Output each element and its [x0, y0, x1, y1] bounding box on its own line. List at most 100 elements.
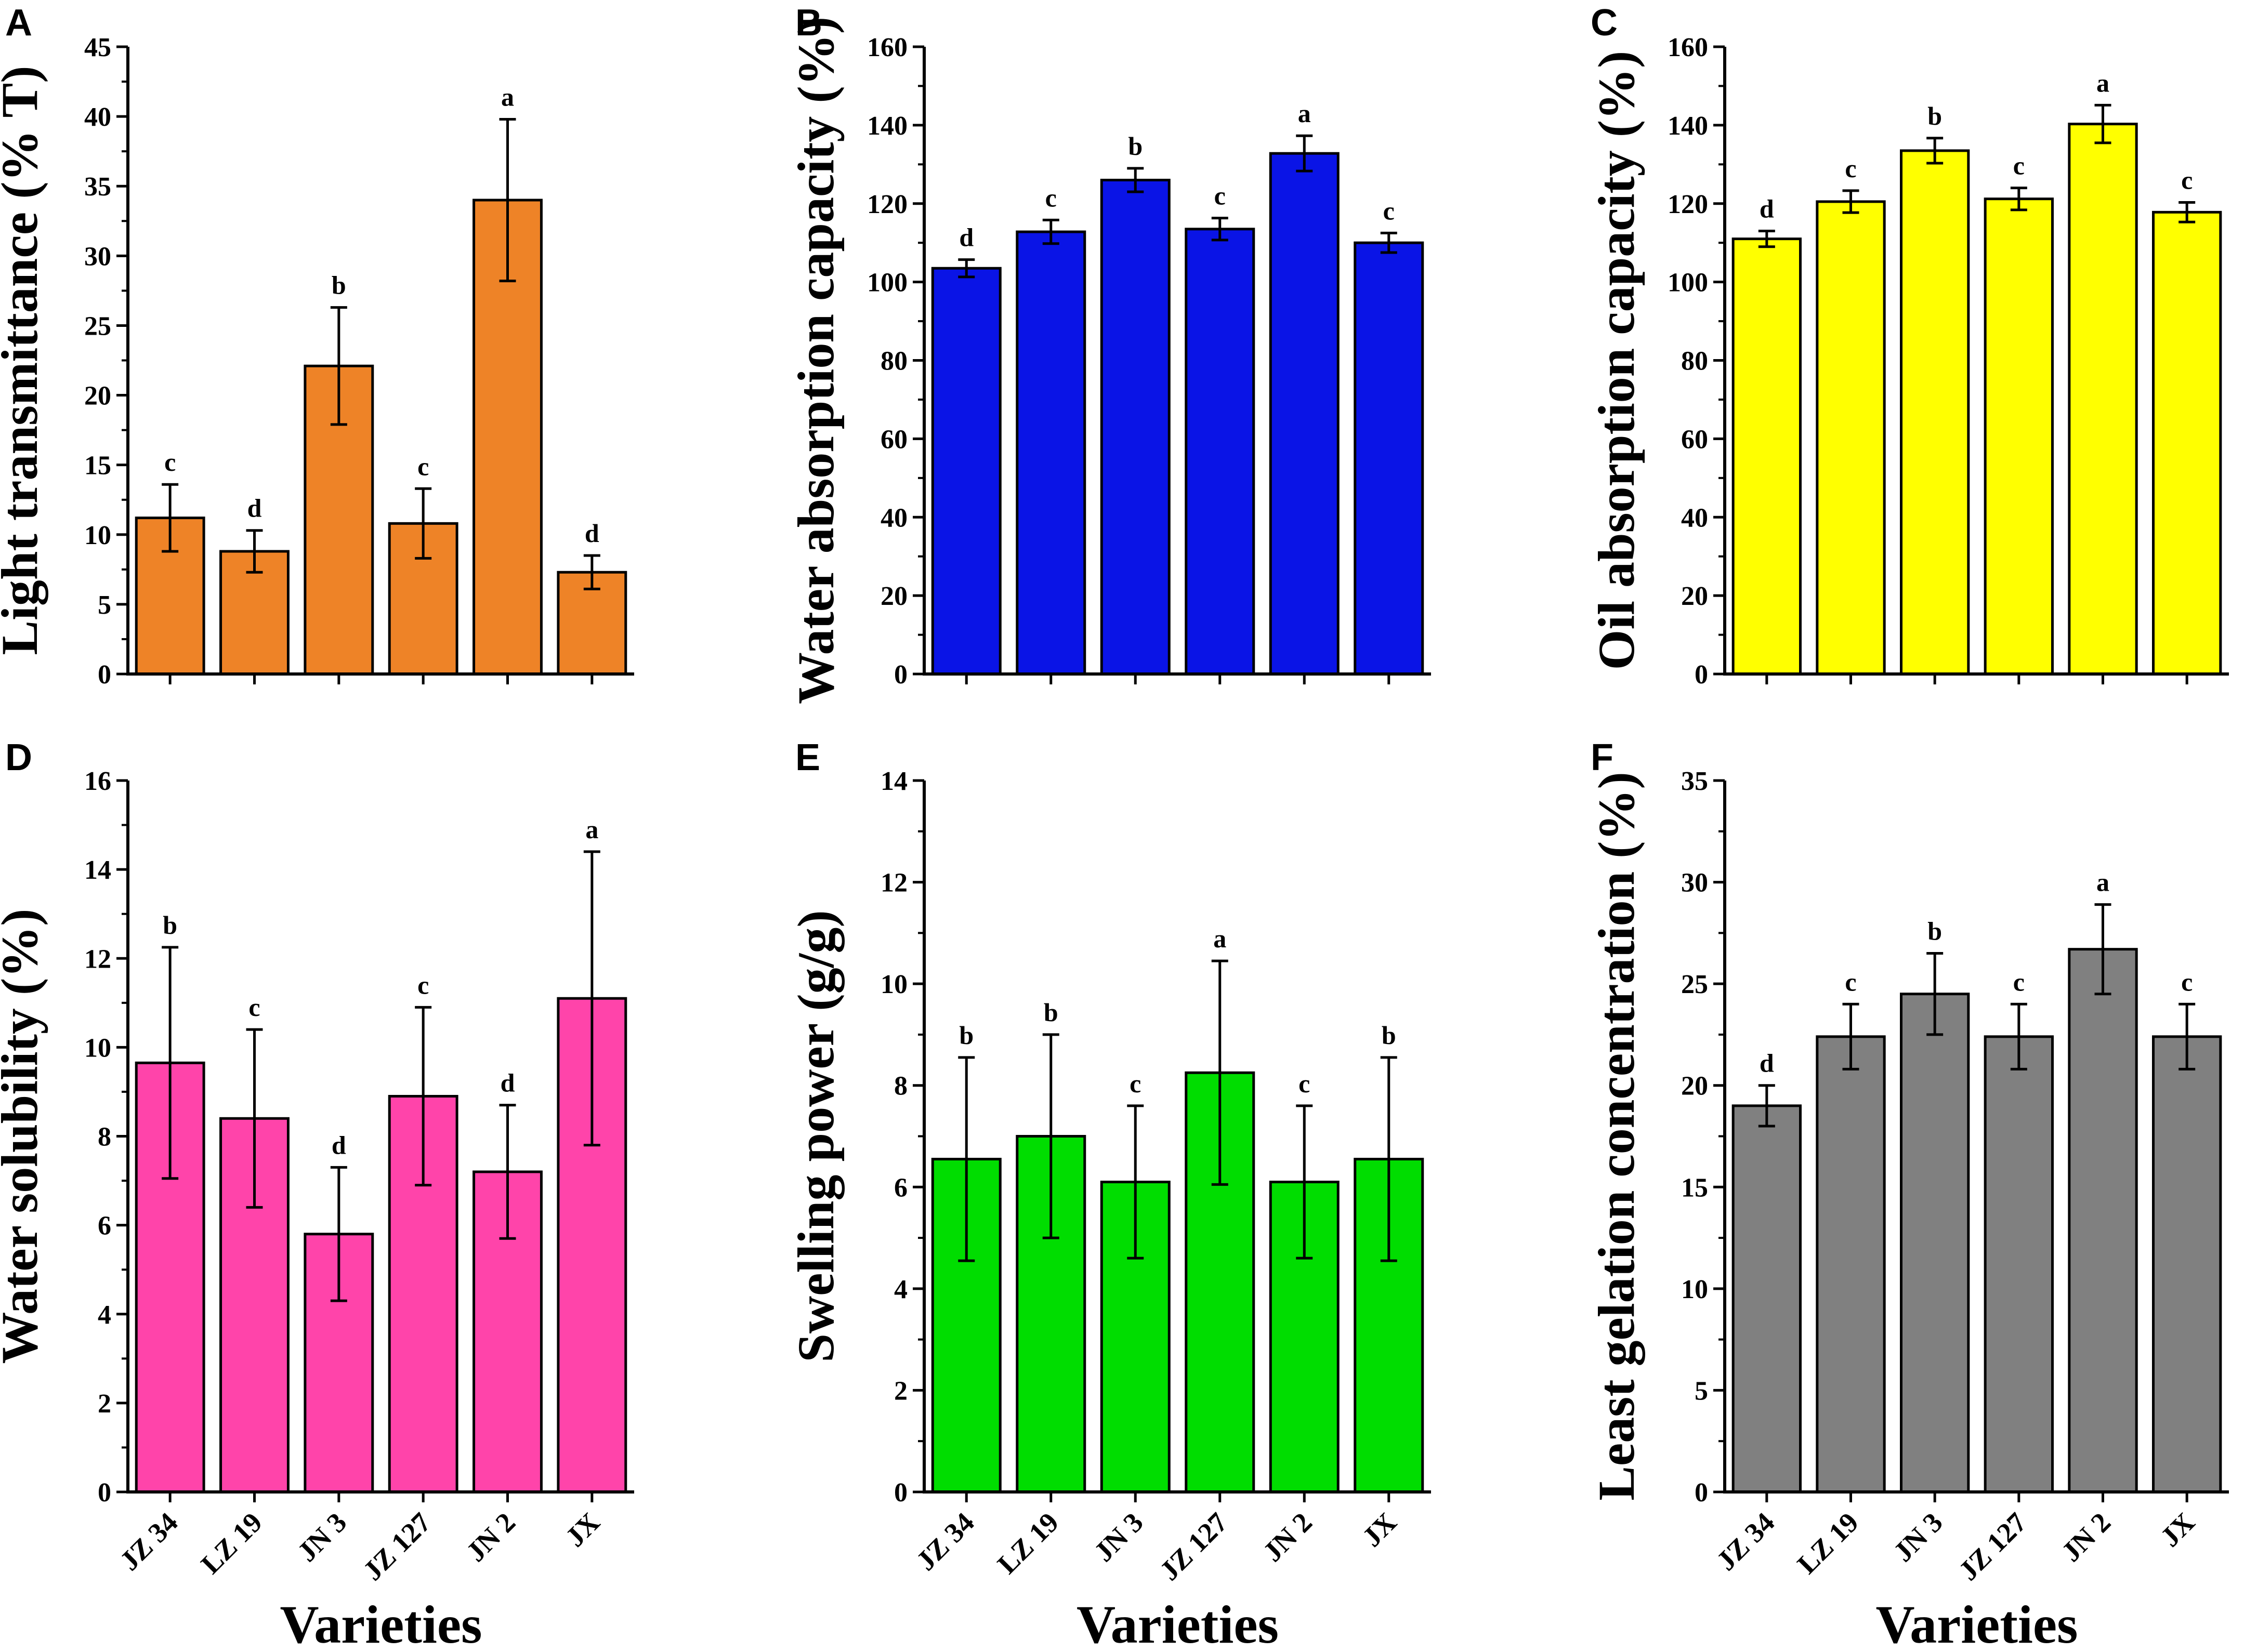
error-bar [958, 1056, 975, 1262]
significance-letter: d [1760, 194, 1774, 223]
significance-letter: c [1298, 1069, 1310, 1098]
error-bar [583, 850, 600, 1147]
y-tick-label: 60 [881, 425, 908, 454]
x-category-label: JZ 127 [1953, 1506, 2033, 1587]
error-bar [1926, 951, 1944, 1036]
y-tick-label: 2 [894, 1376, 908, 1406]
significance-letter: c [1383, 196, 1395, 225]
significance-letter: d [501, 1068, 515, 1098]
significance-letter: a [501, 82, 514, 111]
y-tick-label: 25 [1681, 970, 1708, 999]
bar-lz-19 [1016, 230, 1086, 676]
bar-jz-127 [388, 522, 458, 676]
panel-letter: E [795, 737, 820, 778]
bar-jx [2152, 210, 2222, 676]
y-tick-label: 8 [894, 1072, 908, 1101]
significance-letter: d [585, 519, 599, 548]
significance-letter: c [1845, 967, 1856, 996]
x-category-label: JZ 34 [910, 1506, 980, 1577]
y-tick-label: 80 [881, 347, 908, 376]
y-tick-label: 35 [84, 172, 111, 202]
panel-letter: A [5, 2, 32, 44]
error-bar [1926, 137, 1944, 165]
y-tick-label: 8 [98, 1122, 111, 1152]
x-category-label: LZ 19 [1791, 1506, 1865, 1580]
panel-e: Eb b c a c b 0 2 4 6 8 10 12 14 Swelling power (g/g) JZ… [787, 737, 1431, 1652]
x-category-label: JX [1356, 1506, 1402, 1553]
significance-letter: c [1214, 181, 1226, 210]
y-tick-label: 20 [84, 381, 111, 411]
bar-jz-34 [1731, 1104, 1802, 1494]
error-bar [1042, 218, 1059, 245]
significance-letter: d [959, 223, 974, 252]
error-bar [1380, 1056, 1397, 1262]
error-bar [1127, 167, 1144, 193]
y-tick-label: 20 [1681, 1072, 1708, 1101]
significance-letter: a [1298, 99, 1311, 128]
significance-letter: c [1130, 1069, 1141, 1098]
significance-letter: c [2013, 151, 2025, 180]
y-tick-label: 100 [1668, 268, 1708, 298]
significance-letter: b [332, 271, 346, 300]
y-tick-label: 0 [1695, 660, 1708, 690]
x-axis-label: Varieties [1876, 1595, 2078, 1652]
panel-b: Bd c b c a c 0 20 40 60 80 100 120 140 160 Water absorp… [787, 2, 1431, 704]
y-tick-label: 15 [84, 451, 111, 481]
error-bar [2010, 187, 2027, 212]
error-bar [330, 306, 347, 426]
y-tick-label: 10 [84, 521, 111, 550]
y-tick-label: 45 [84, 33, 111, 62]
significance-letter: c [1845, 154, 1856, 183]
bar-jz-34 [931, 267, 1002, 676]
bar-jz-34 [1731, 237, 1802, 676]
x-category-label: JZ 34 [114, 1506, 184, 1577]
bar-jn-2 [1269, 152, 1340, 676]
x-category-label: JN 3 [1088, 1506, 1149, 1568]
error-bar [2179, 1002, 2196, 1071]
significance-letter: b [1044, 998, 1058, 1027]
y-tick-label: 0 [894, 660, 908, 690]
y-tick-label: 14 [84, 855, 111, 885]
panel-a: Ac d b c a d 0 5 10 15 20 25 30 35 40 45 Light transmitt… [0, 2, 634, 690]
x-category-label: JZ 127 [1153, 1506, 1233, 1587]
y-tick-label: 140 [867, 111, 908, 141]
y-tick-label: 4 [894, 1275, 908, 1304]
error-bar [2094, 103, 2111, 144]
error-bar [415, 1006, 432, 1187]
x-category-label: LZ 19 [991, 1506, 1065, 1580]
y-tick-label: 120 [867, 190, 908, 219]
y-tick-label: 10 [881, 970, 908, 999]
y-tick-label: 20 [881, 581, 908, 611]
y-tick-label: 2 [98, 1389, 111, 1419]
y-tick-label: 40 [881, 503, 908, 533]
error-bar [1380, 231, 1397, 254]
y-tick-label: 10 [1681, 1275, 1708, 1304]
significance-letter: d [247, 494, 262, 523]
x-axis-label: Varieties [1077, 1595, 1279, 1652]
y-tick-label: 10 [84, 1033, 111, 1063]
x-category-label: JX [559, 1506, 606, 1553]
significance-letter: b [1927, 916, 1942, 945]
panel-f: Fd c b c a c 0 5 10 15 20 25 30 35 Least gelation conc… [1587, 737, 2229, 1652]
x-category-label: JN 3 [1887, 1506, 1949, 1568]
y-tick-label: 140 [1668, 111, 1708, 141]
x-category-label: JN 2 [1257, 1506, 1318, 1568]
bar-jn-2 [2068, 123, 2138, 676]
significance-letter: c [164, 447, 176, 477]
y-tick-label: 80 [1681, 347, 1708, 376]
error-bar [499, 1104, 516, 1240]
y-tick-label: 25 [84, 311, 111, 341]
error-bar [162, 483, 179, 553]
y-axis-label: Water solubility (%) [0, 909, 48, 1364]
error-bar [246, 1028, 263, 1209]
y-tick-label: 30 [84, 242, 111, 271]
x-category-label: JN 3 [292, 1506, 353, 1568]
error-bar [162, 946, 179, 1180]
error-bar [2094, 903, 2111, 996]
error-bar [1296, 1104, 1313, 1260]
x-axis-label: Varieties [280, 1595, 482, 1652]
error-bar [1296, 134, 1313, 173]
y-axis-label: Oil absorption capacity (%) [1587, 51, 1645, 670]
error-bar [1127, 1104, 1144, 1260]
